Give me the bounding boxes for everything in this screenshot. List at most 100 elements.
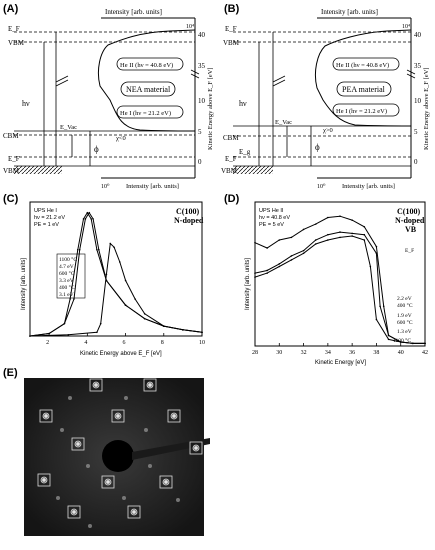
panel-b-evac: E_Vac: [275, 119, 292, 126]
panel-b-ef-top: E_F: [225, 25, 237, 33]
data-point: [105, 273, 108, 276]
panel-d-label: (D): [224, 193, 240, 205]
panel-d-ylabel: Intensity [arb. units]: [245, 258, 251, 310]
panel-b-eg: E_g: [239, 148, 251, 156]
panel-d-title-2: N-doped: [395, 216, 425, 225]
panel-d-ef: E_F: [405, 248, 414, 254]
data-point: [327, 239, 329, 241]
x-tick-label: 30: [276, 350, 282, 356]
panel-a-bottom-axis-label: Intensity [arb. units]: [126, 183, 179, 190]
panel-d-info-1: UPS He II: [259, 208, 284, 214]
panel-a-diagram: Intensity [arb. units] 10⁴ 40 35 10 5 0 …: [3, 8, 214, 190]
panel-e-label: (E): [3, 367, 18, 379]
panel-c-ann-1: 1100 °C: [59, 256, 77, 263]
panel-d-chart: C(100) N-doped VB UPS He II hν = 40.8 eV…: [245, 201, 428, 366]
x-tick-label: 40: [398, 350, 404, 356]
data-point: [73, 298, 75, 300]
data-point: [314, 239, 317, 241]
panel-b-he1: He I (hν = 21.2 eV): [336, 108, 387, 115]
x-tick-label: 10: [199, 340, 205, 346]
data-point: [351, 235, 353, 237]
series-line-1100C: [254, 235, 425, 344]
data-point: [363, 233, 366, 236]
panel-b-cbm: CBM: [223, 134, 239, 142]
panel-a-ef-bottom: E_F: [8, 155, 20, 163]
x-tick-label: 28: [252, 350, 258, 356]
data-point: [314, 243, 317, 245]
data-point: [254, 272, 256, 274]
panel-b-top-mult: 10⁴: [402, 24, 410, 30]
panel-b-diagram: Intensity [arb. units] 10⁴ 40 35 10 5 0 …: [221, 8, 430, 190]
panel-a-phi: ϕ: [94, 144, 99, 154]
data-point: [290, 259, 293, 261]
panel-b-tick-35: 35: [414, 62, 422, 70]
data-point: [369, 265, 372, 268]
data-point: [134, 298, 136, 300]
panel-b-top-axis-label: Intensity [arb. units]: [321, 8, 378, 16]
data-point: [254, 276, 256, 278]
panel-c-label: (C): [3, 193, 19, 205]
panel-d-ann-2: 400 °C: [397, 302, 413, 309]
data-point: [382, 305, 385, 308]
x-tick-label: 32: [301, 350, 307, 356]
panel-c-info-1: UPS He I: [34, 208, 57, 214]
panel-b-material: PEA material: [342, 85, 386, 94]
panel-d-ann-4: 600 °C: [397, 319, 413, 326]
panel-c-ann-5: 400 °C: [59, 284, 75, 291]
panel-a-tick-10: 10: [198, 97, 206, 105]
x-tick-label: 2: [46, 340, 49, 346]
panel-a-label: (A): [3, 3, 19, 15]
panel-a-ef-top: E_F: [8, 25, 20, 33]
data-point: [124, 304, 127, 306]
panel-d-info-3: PE = 5 eV: [259, 222, 284, 228]
panel-b-tick-10: 10: [414, 97, 422, 105]
panel-c-ann-2: 4.7 eV: [59, 264, 74, 270]
data-point: [119, 261, 121, 263]
data-point: [424, 342, 426, 345]
data-point: [29, 335, 31, 337]
data-point: [96, 331, 98, 334]
panel-a-evac: E_Vac: [60, 124, 77, 131]
data-point: [375, 318, 378, 321]
x-tick-label: 42: [422, 350, 428, 356]
data-point: [399, 341, 402, 343]
panel-a-cbm: CBM: [3, 132, 19, 140]
data-point: [82, 218, 85, 220]
data-point: [98, 248, 100, 251]
panel-b-bottom-axis-label: Intensity [arb. units]: [342, 183, 395, 190]
data-point: [266, 247, 268, 249]
data-point: [302, 252, 305, 255]
panel-b-tick-5: 5: [414, 128, 418, 136]
data-point: [278, 265, 281, 268]
data-point: [351, 219, 353, 221]
panel-b-tick-40: 40: [414, 31, 422, 39]
data-point: [387, 338, 390, 341]
panel-c-xlabel: Kinetic Energy above E_F [eV]: [80, 351, 162, 357]
data-point: [302, 249, 305, 252]
data-point: [290, 236, 293, 239]
panel-c-title-2: N-doped: [174, 216, 204, 225]
panel-d-info-2: hν = 40.8 eV: [259, 215, 290, 221]
data-point: [69, 298, 71, 300]
data-point: [363, 239, 366, 241]
panel-b-right-axis-label: Kinetic Energy above E_F [eV]: [423, 67, 430, 150]
panel-a-vbm-bottom: VBM: [3, 167, 20, 175]
panel-b-hv: hν: [239, 99, 247, 108]
data-point: [78, 248, 81, 251]
panel-a-tick-5: 5: [198, 128, 202, 136]
panel-c-ann-3: 600 °C: [59, 270, 75, 277]
data-point: [109, 242, 112, 245]
panel-c-title-1: C(100): [176, 207, 199, 216]
panel-a-he1: He I (hν = 21.2 eV): [120, 110, 171, 117]
panel-d-title-3: VB: [405, 225, 417, 234]
data-point: [96, 248, 98, 251]
panel-a-vbm-top: VBM: [8, 39, 25, 47]
data-point: [339, 231, 341, 233]
data-point: [363, 225, 366, 228]
panel-a-top-axis-label: Intensity [arb. units]: [105, 8, 162, 16]
panel-a-tick-35: 35: [198, 62, 206, 70]
panel-b-bottom-mult: 10⁰: [317, 183, 326, 190]
panel-a-he2: He II (hν = 40.8 eV): [120, 62, 173, 69]
panel-a-top-mult: 10⁴: [186, 24, 194, 30]
data-point: [76, 248, 79, 251]
